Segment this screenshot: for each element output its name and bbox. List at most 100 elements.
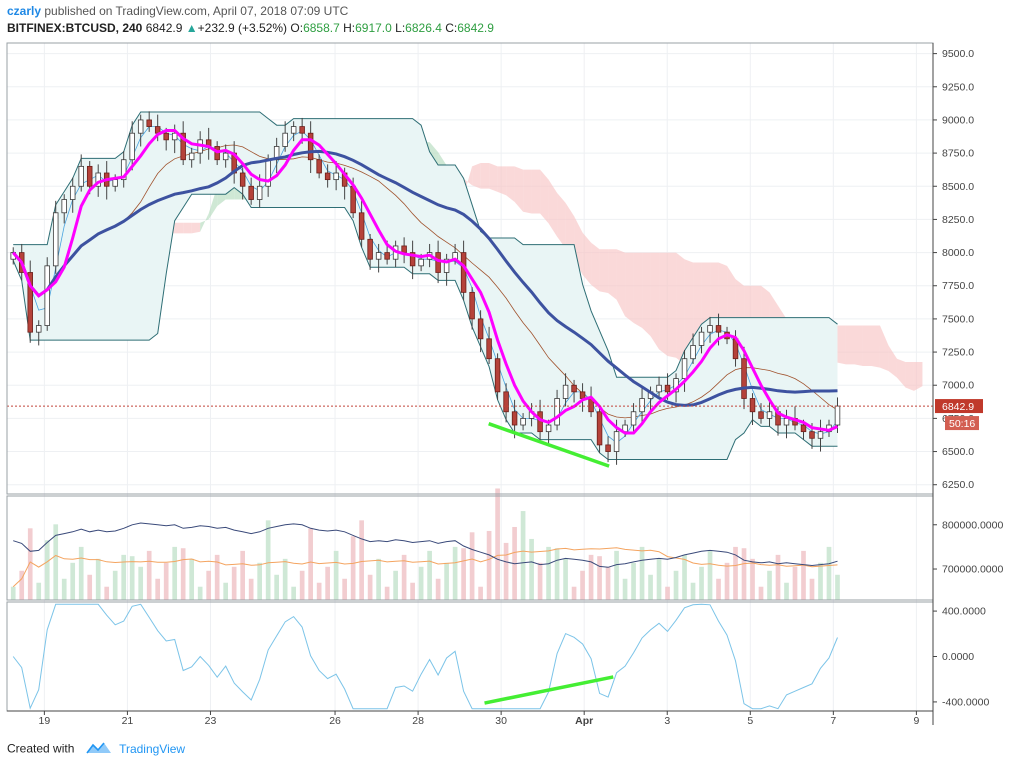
cloud-segment	[837, 325, 846, 365]
candle-body	[120, 159, 127, 181]
price-tick-label-0: 9500.0	[942, 48, 974, 60]
cloud-segment	[676, 252, 685, 365]
candle	[137, 114, 144, 147]
countdown-tag-bg	[945, 416, 979, 431]
candle	[307, 121, 314, 173]
candle	[681, 350, 688, 392]
pane-frame-2	[6, 601, 934, 712]
high-label: H:	[343, 21, 356, 35]
candle	[639, 386, 645, 423]
x-tick-label-6: Apr	[575, 715, 593, 727]
candle-body	[307, 132, 314, 161]
low-value: 6826.4	[405, 21, 442, 35]
cloud-segment	[591, 242, 600, 292]
candle-body	[112, 179, 118, 187]
candle-body	[180, 132, 186, 161]
volume-bar	[410, 582, 415, 600]
volume-bar	[427, 550, 432, 600]
candle-body	[129, 132, 135, 161]
cloud-segment	[896, 358, 906, 388]
tradingview-brand[interactable]: TradingView	[119, 741, 186, 756]
volume-bar	[469, 532, 475, 600]
volume-bar	[597, 556, 602, 600]
volume-bar	[784, 582, 789, 600]
volume-bar	[367, 574, 373, 600]
candle-body	[282, 132, 288, 147]
volume-bar	[520, 511, 526, 600]
candle-body	[384, 252, 390, 260]
volume-bar	[588, 554, 594, 600]
candle-body	[78, 165, 84, 187]
volume-bar	[129, 556, 135, 600]
cloud-segment	[506, 166, 515, 202]
osc-tick-label-2: -400.0000	[942, 696, 989, 708]
volume-bar	[274, 574, 279, 600]
candle-body	[358, 212, 365, 240]
candle	[78, 154, 84, 192]
volume-bar	[444, 562, 449, 600]
candle-body	[171, 132, 178, 141]
price-tick-label-4: 8500.0	[942, 181, 974, 193]
candle-body	[800, 424, 807, 433]
band-base-line	[12, 144, 838, 419]
volume-bar	[248, 578, 254, 600]
close-value: 6842.9	[457, 21, 494, 35]
volume-bar	[70, 562, 76, 600]
candle	[749, 393, 756, 426]
candle	[630, 403, 637, 433]
price-tick-label-3: 8750.0	[942, 148, 974, 160]
candle	[520, 413, 526, 431]
volume-bar	[10, 586, 16, 600]
volume-bar	[87, 574, 93, 600]
price-tick-label-10: 7000.0	[942, 380, 974, 392]
candle	[409, 240, 416, 280]
author-link[interactable]: czarly	[7, 4, 42, 18]
candle-body	[817, 431, 824, 439]
volume-bar	[835, 574, 840, 600]
last-price-tag-bg	[935, 399, 983, 414]
price-tick-label-6: 8000.0	[942, 247, 974, 259]
open-label: O:	[290, 21, 304, 35]
candle-body	[367, 238, 373, 260]
cloud-segment	[497, 166, 507, 196]
volume-bar	[180, 548, 186, 600]
band-lower-line	[12, 186, 838, 460]
candle-body	[520, 417, 526, 426]
volume-bar	[308, 528, 313, 600]
candle-body	[469, 291, 475, 320]
publish-text: published on TradingView.com, April 07, …	[44, 4, 349, 18]
candle-body	[188, 152, 195, 161]
countdown-tag: 50:16	[949, 418, 975, 430]
x-tick-label-0: 19	[39, 715, 51, 727]
candle-body	[749, 398, 756, 413]
volume-bar	[299, 570, 305, 600]
volume-bar	[359, 520, 364, 600]
low-label: L:	[395, 21, 406, 35]
candle-body	[137, 119, 144, 134]
x-tick-label-4: 28	[412, 715, 424, 727]
volume-bar	[197, 586, 203, 600]
volume-bar	[265, 520, 271, 600]
cloud-segment	[879, 325, 889, 371]
candle	[316, 154, 322, 179]
candle-body	[95, 172, 101, 187]
price-trendline	[488, 422, 610, 468]
candle-body	[290, 126, 297, 134]
open-value: 6858.7	[303, 21, 340, 35]
volume-bar	[138, 566, 144, 600]
candle	[188, 147, 195, 168]
candle	[758, 403, 764, 424]
candle-body	[69, 185, 76, 200]
ma-slow-line	[12, 149, 838, 407]
price-tick-label-9: 7250.0	[942, 347, 974, 359]
candle	[375, 243, 382, 273]
volume-bar	[818, 562, 823, 600]
candle	[494, 353, 501, 400]
candle	[61, 194, 67, 224]
candle	[180, 121, 186, 166]
price-tick-label-13: 6250.0	[942, 479, 974, 491]
tradingview-logo-icon	[86, 741, 112, 758]
candle	[707, 316, 713, 343]
volume-bar	[758, 586, 764, 600]
